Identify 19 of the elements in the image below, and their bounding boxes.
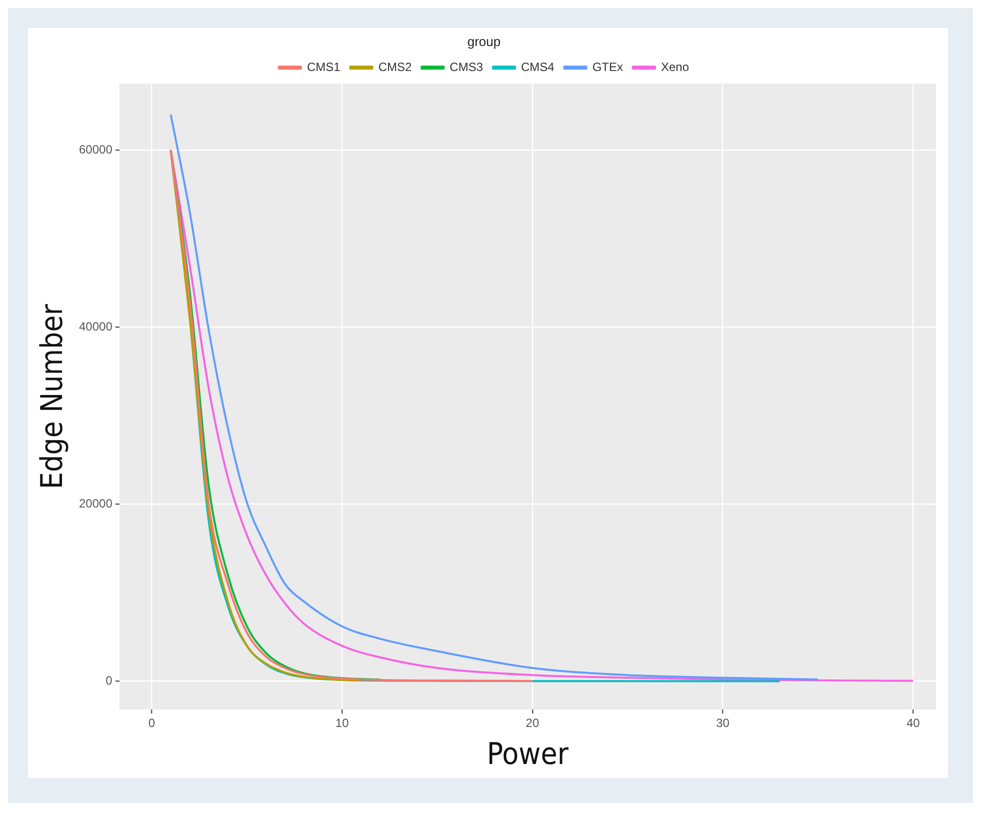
legend-label: CMS1 xyxy=(306,60,341,74)
y-tick-label: 20000 xyxy=(78,496,113,510)
legend-label: CMS3 xyxy=(450,60,484,74)
x-tick-label: 20 xyxy=(526,716,540,730)
legend-label: Xeno xyxy=(661,60,690,74)
x-tick-label: 10 xyxy=(335,716,350,730)
legend-title: group xyxy=(467,34,501,50)
x-tick-label: 40 xyxy=(906,716,920,730)
y-axis-title: Edge Number xyxy=(34,303,70,490)
x-axis-title: Power xyxy=(486,736,570,772)
legend-label: GTEx xyxy=(592,60,624,74)
x-tick-label: 0 xyxy=(148,716,156,730)
y-tick-label: 60000 xyxy=(78,142,113,156)
x-tick-label: 30 xyxy=(716,716,730,730)
y-tick-label: 0 xyxy=(106,674,113,688)
legend-label: CMS4 xyxy=(520,60,555,74)
y-tick-label: 40000 xyxy=(78,319,113,334)
line-series xyxy=(170,149,534,682)
legend-label: CMS2 xyxy=(378,60,412,74)
